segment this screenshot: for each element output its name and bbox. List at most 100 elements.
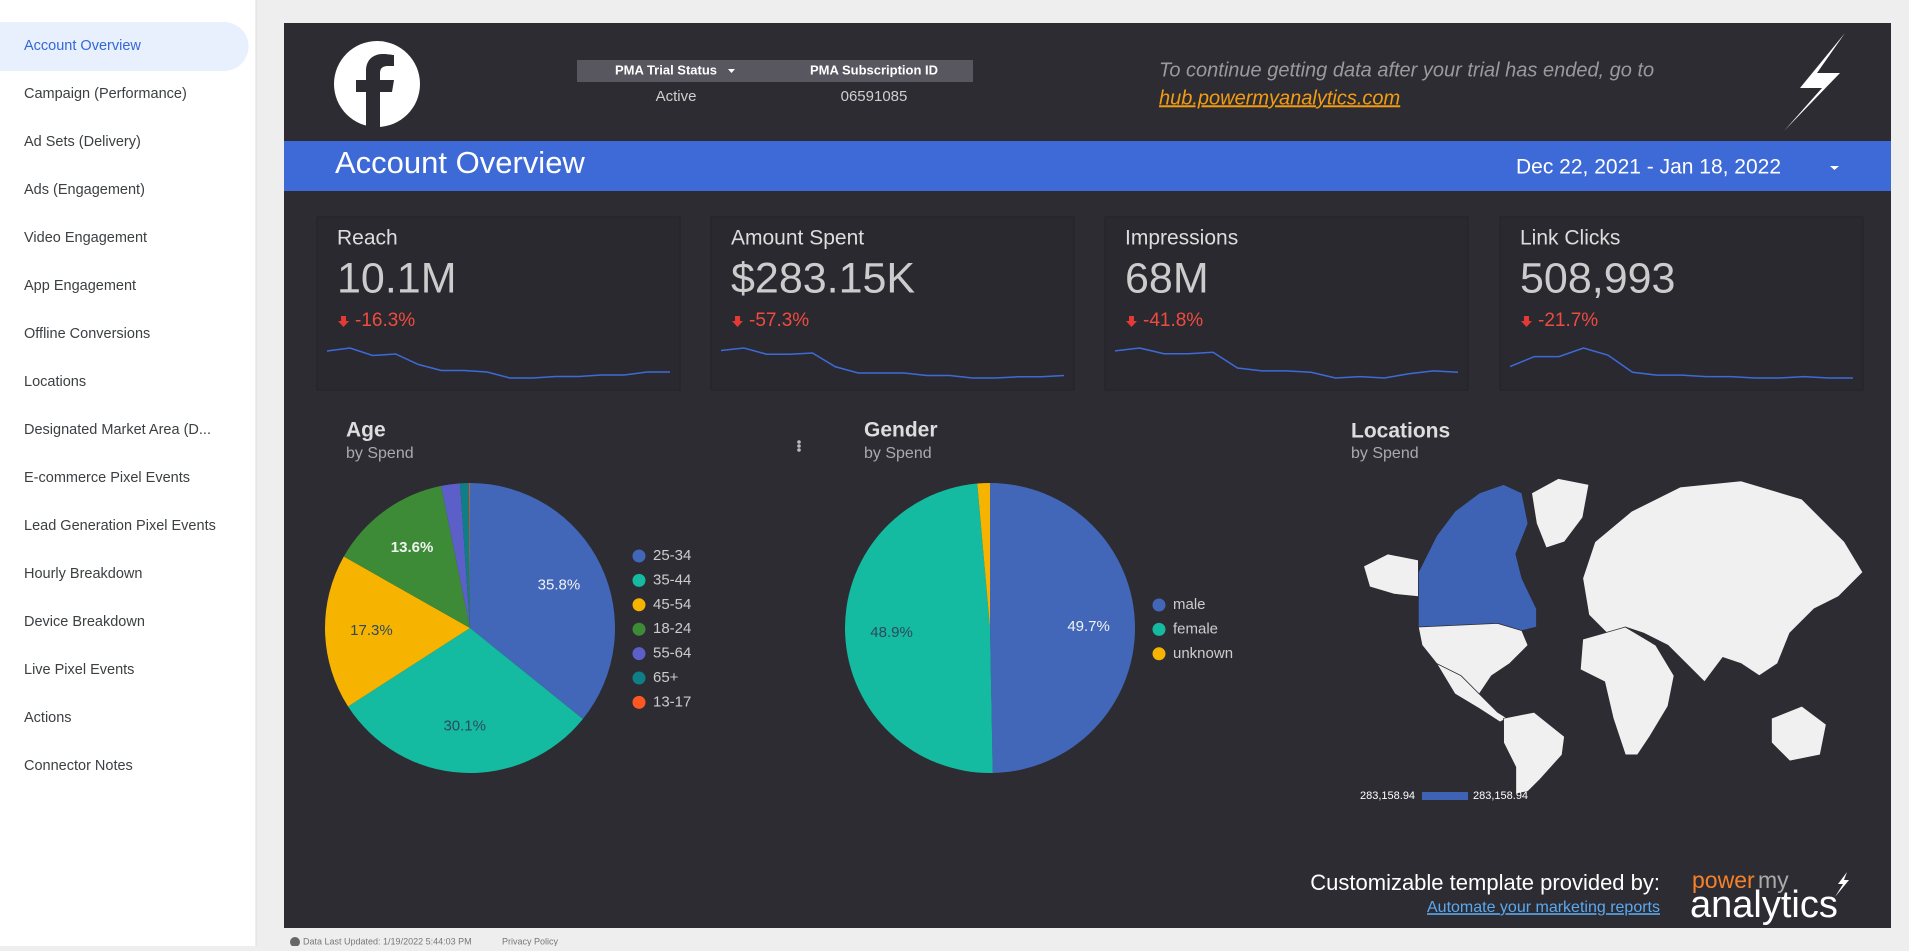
slice-label: 35.8% [538,576,581,593]
legend-label[interactable]: 45-54 [653,596,691,613]
date-dropdown-arrow[interactable] [1830,166,1839,170]
logo-my: my [1758,867,1789,893]
chart-title: Age [346,419,386,442]
dropdown-arrow[interactable] [728,69,735,73]
kpi-delta: -57.3% [749,310,809,331]
pie-slice[interactable] [469,483,470,628]
africa [1579,626,1675,756]
legend-label[interactable]: 13-17 [653,693,691,710]
nav-item[interactable]: Ads (Engagement) [24,182,145,198]
info-icon [290,937,300,947]
kpi-delta: -21.7% [1538,310,1598,331]
usa [1417,622,1529,695]
nav-item[interactable]: Video Engagement [24,230,147,246]
banner [284,141,1891,191]
legend-label[interactable]: unknown [1173,645,1233,662]
kpi-title: Reach [337,227,398,250]
kpi-card [710,216,1075,391]
kpi-delta: -41.8% [1143,310,1203,331]
pie-slice[interactable] [977,483,990,628]
slice-label: 49.7% [1067,618,1110,635]
legend-swatch [632,573,646,587]
sparkline [720,347,1065,379]
down-arrow [732,316,743,327]
kpi-card [316,216,681,391]
down-arrow [1126,316,1137,327]
last-updated: Data Last Updated: 1/19/2022 5:44:03 PM [303,936,472,946]
chart-title: Gender [864,419,938,442]
pie-slice[interactable] [990,483,1135,773]
nav-item[interactable]: Connector Notes [24,758,133,774]
legend-label[interactable]: 55-64 [653,645,691,662]
pma-cell: Active [656,88,697,105]
trial-link[interactable]: hub.powermyanalytics.com [1159,87,1400,109]
nav-item[interactable]: Actions [24,710,72,726]
nav-item[interactable]: Device Breakdown [24,614,145,630]
template-link[interactable]: Automate your marketing reports [1427,899,1660,916]
pma-cell: 06591085 [841,88,908,105]
privacy-link[interactable]: Privacy Policy [502,936,559,946]
legend-label[interactable]: male [1173,596,1206,613]
legend-label[interactable]: 35-44 [653,571,691,588]
pie-slice[interactable] [348,628,583,773]
chart-subtitle: by Spend [346,445,414,462]
map-legend-max: 283,158.94 [1473,790,1528,802]
nav-item[interactable]: Lead Generation Pixel Events [24,518,216,534]
facebook-f [356,54,394,127]
lightning-logo [1784,33,1845,131]
legend-label[interactable]: 18-24 [653,620,691,637]
legend-label[interactable]: 65+ [653,669,679,686]
pma-column-header: PMA Trial Status [615,62,717,77]
chart-subtitle: by Spend [1351,445,1419,462]
kpi-card [1499,216,1864,391]
kebab-menu[interactable] [797,440,801,452]
nav-item[interactable]: Account Overview [24,38,141,54]
banner-title: Account Overview [335,145,585,180]
kpi-value: 68M [1125,254,1209,302]
kpi-title: Impressions [1125,227,1238,250]
legend-label[interactable]: female [1173,620,1218,637]
legend-swatch [632,622,646,636]
legend-swatch [632,695,646,709]
legend-swatch [632,549,646,563]
slice-label: 30.1% [443,717,486,734]
pie-slice[interactable] [325,556,470,707]
kpi-value: 508,993 [1520,254,1675,302]
chart-subtitle: by Spend [864,445,932,462]
nav-item[interactable]: Campaign (Performance) [24,86,187,102]
nav-item[interactable]: App Engagement [24,278,136,294]
map-legend-bar [1422,792,1468,800]
pma-table-header [577,60,973,82]
pie-slice[interactable] [459,483,470,628]
kpi-title: Link Clicks [1520,227,1620,250]
active-item-highlight [0,22,249,71]
slice-label: 17.3% [350,622,393,639]
template-credit: Customizable template provided by: [1310,870,1660,895]
pie-slice[interactable] [845,483,993,773]
legend-label[interactable]: 25-34 [653,547,691,564]
south-america [1503,711,1565,795]
nav-item[interactable]: Locations [24,374,86,390]
australia [1771,705,1827,762]
nav-item[interactable]: Designated Market Area (D... [24,422,211,438]
nav-item[interactable]: Offline Conversions [24,326,150,342]
pie-slice[interactable] [470,483,616,720]
kpi-title: Amount Spent [731,227,864,250]
nav-item[interactable]: E-commerce Pixel Events [24,470,190,486]
legend-swatch [1152,647,1166,661]
down-arrow [1521,316,1532,327]
nav-item[interactable]: Hourly Breakdown [24,566,142,582]
date-range[interactable]: Dec 22, 2021 - Jan 18, 2022 [1516,156,1781,179]
logo-power: power [1692,867,1755,893]
pie-slice[interactable] [343,485,470,628]
sparkline [1509,347,1853,379]
pma-column-header: PMA Subscription ID [810,62,938,77]
pie-slice[interactable] [441,483,470,628]
nav-item[interactable]: Ad Sets (Delivery) [24,134,141,150]
kpi-card [1104,216,1469,391]
down-arrow [338,316,349,327]
kpi-delta: -16.3% [355,310,415,331]
nav-item[interactable]: Live Pixel Events [24,662,134,678]
